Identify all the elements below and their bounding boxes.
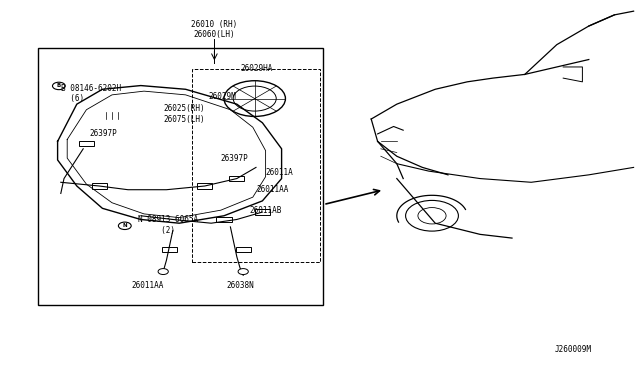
Bar — [216, 217, 232, 222]
Bar — [192, 69, 320, 262]
Text: 26397P: 26397P — [221, 154, 248, 163]
Text: B 08146-6202H
  (6): B 08146-6202H (6) — [61, 84, 121, 103]
Text: B: B — [57, 83, 61, 89]
Text: N 08913-6065A
     (2): N 08913-6065A (2) — [138, 215, 198, 235]
Text: 26038N: 26038N — [226, 281, 254, 290]
Bar — [162, 247, 177, 252]
Bar — [79, 141, 94, 146]
Bar — [38, 48, 323, 305]
Text: 26011AB: 26011AB — [250, 206, 282, 215]
Bar — [255, 209, 270, 215]
Bar — [236, 247, 251, 252]
Text: 26029HA: 26029HA — [240, 64, 273, 73]
Text: 26011AA: 26011AA — [131, 281, 163, 290]
Bar — [92, 183, 107, 189]
Circle shape — [158, 269, 168, 275]
Text: 26010 (RH)
26060(LH): 26010 (RH) 26060(LH) — [191, 20, 237, 39]
Bar — [229, 176, 244, 181]
Text: 26011AA: 26011AA — [256, 185, 289, 194]
Bar — [197, 183, 212, 189]
Text: 26029M: 26029M — [208, 92, 236, 101]
Text: 26397P: 26397P — [90, 129, 117, 138]
Text: 26025(RH)
26075(LH): 26025(RH) 26075(LH) — [163, 104, 205, 124]
Text: 26011A: 26011A — [266, 169, 293, 177]
Text: J260009M: J260009M — [554, 345, 591, 354]
Text: N: N — [122, 223, 127, 228]
Circle shape — [238, 269, 248, 275]
